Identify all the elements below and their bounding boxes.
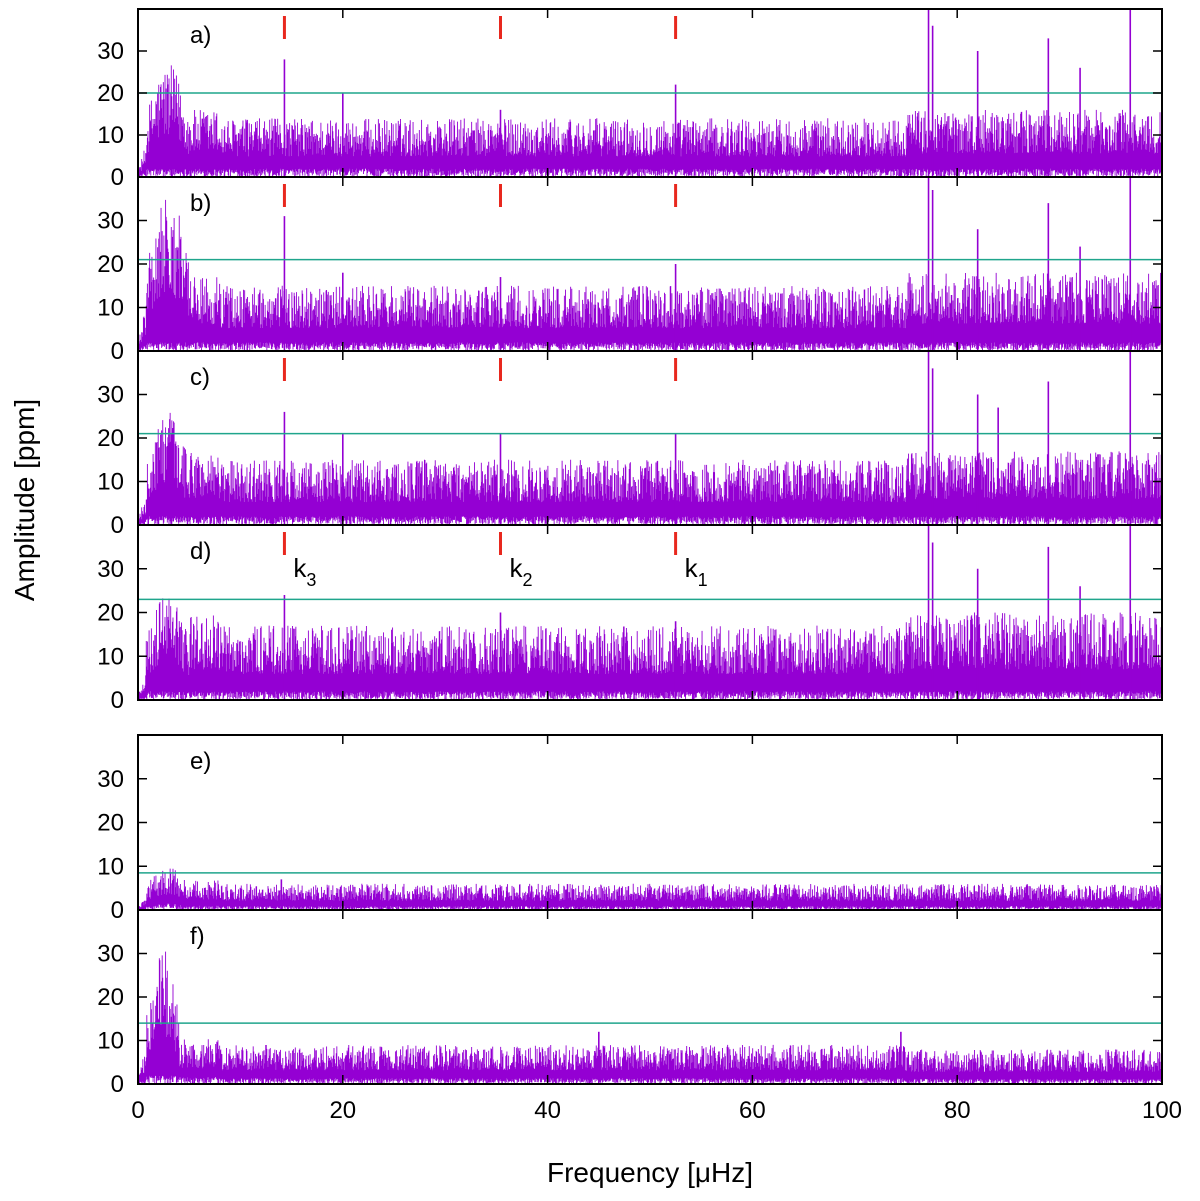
y-tick-label: 10 — [97, 295, 124, 322]
spectrum-series — [138, 65, 1162, 177]
y-axis-title: Amplitude [ppm] — [9, 399, 40, 601]
panel-label: c) — [190, 364, 210, 391]
y-tick-label: 10 — [97, 469, 124, 496]
x-tick-label: 0 — [131, 1097, 144, 1124]
panel-f: 0 10 20 30 f) — [97, 909, 1163, 1098]
panel-a: 0 10 20 30 a) — [97, 8, 1163, 191]
y-tick-label: 20 — [97, 600, 124, 627]
x-tick-label: 20 — [329, 1097, 356, 1124]
spectrum-series — [138, 412, 1162, 525]
marker-label-k2: k2 — [509, 553, 532, 590]
x-tick-label: 100 — [1142, 1097, 1182, 1124]
y-tick-label: 0 — [111, 512, 124, 539]
y-tick-label: 0 — [111, 338, 124, 365]
y-tick-label: 0 — [111, 687, 124, 714]
y-tick-label: 30 — [97, 556, 124, 583]
panel-c: 0 10 20 30 c) — [97, 350, 1163, 539]
y-tick-label: 30 — [97, 38, 124, 65]
y-tick-label: 0 — [111, 1071, 124, 1098]
y-tick-label: 10 — [97, 1028, 124, 1055]
panel-frame — [137, 734, 1163, 911]
y-tick-label: 20 — [97, 984, 124, 1011]
marker-label-k1: k1 — [685, 553, 708, 590]
y-tick-label: 30 — [97, 766, 124, 793]
x-tick-label: 60 — [739, 1097, 766, 1124]
panel-label: d) — [190, 538, 211, 565]
panel-d: 0 10 20 30 d) k3 k2 k1 — [97, 524, 1163, 714]
y-tick-label: 20 — [97, 810, 124, 837]
spectrum-series — [138, 598, 1162, 700]
y-tick-label: 10 — [97, 853, 124, 880]
panel-e: 0 10 20 30 e) — [97, 734, 1163, 924]
panels-layer: 0 10 20 30 a) 0 10 20 30 b) 0 10 20 30 c) 0 10 20 30 d) k3 k2… — [97, 8, 1163, 1098]
y-tick-label: 0 — [111, 164, 124, 191]
y-tick-label: 0 — [111, 897, 124, 924]
y-tick-label: 30 — [97, 382, 124, 409]
panel-label: f) — [190, 923, 205, 950]
y-tick-label: 30 — [97, 941, 124, 968]
panel-label: a) — [190, 22, 211, 49]
y-tick-label: 20 — [97, 251, 124, 278]
panel-label: b) — [190, 190, 211, 217]
y-tick-label: 20 — [97, 425, 124, 452]
spectrum-series — [138, 951, 1162, 1084]
x-tick-label: 40 — [534, 1097, 561, 1124]
panel-b: 0 10 20 30 b) — [97, 176, 1163, 365]
y-tick-label: 10 — [97, 643, 124, 670]
y-tick-label: 10 — [97, 122, 124, 149]
spectrum-series — [138, 868, 1162, 910]
x-axis-title: Frequency [μHz] — [547, 1157, 753, 1188]
y-tick-label: 30 — [97, 208, 124, 235]
panel-label: e) — [190, 748, 211, 775]
y-tick-label: 20 — [97, 80, 124, 107]
marker-label-k3: k3 — [293, 553, 316, 590]
spectrum-series — [138, 199, 1162, 351]
x-tick-label: 80 — [944, 1097, 971, 1124]
x-axis: 0 20 40 60 80 100 — [131, 1097, 1182, 1124]
